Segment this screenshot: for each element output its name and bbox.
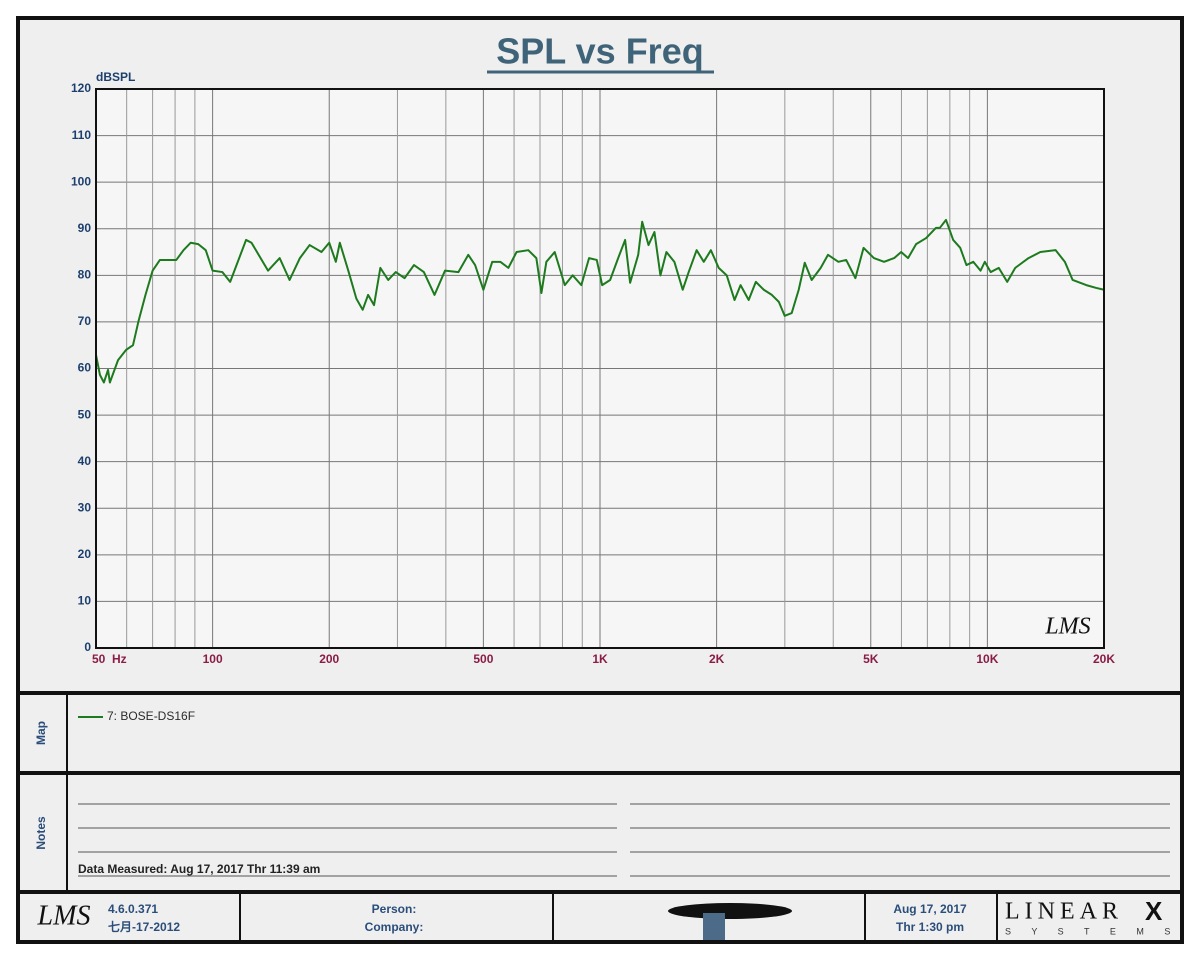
build-date: 七月-17-2012 bbox=[108, 920, 180, 934]
series-line bbox=[95, 218, 1105, 384]
legend-entry: 7: BOSE-DS16F bbox=[107, 709, 195, 723]
y-tick-label: 80 bbox=[78, 268, 92, 282]
footer-time: Thr 1:30 pm bbox=[896, 920, 964, 934]
x-tick-label: 10K bbox=[976, 652, 998, 666]
x-tick-label: 50 Hz bbox=[92, 652, 127, 666]
redaction bbox=[668, 903, 792, 919]
brand: LINEAR bbox=[1005, 899, 1123, 925]
y-tick-label: 120 bbox=[71, 81, 91, 95]
x-tick-label: 100 bbox=[203, 652, 223, 666]
footer-date: Aug 17, 2017 bbox=[893, 902, 967, 916]
plot-border bbox=[95, 88, 1105, 649]
data-measured: Data Measured: Aug 17, 2017 Thr 11:39 am bbox=[78, 862, 320, 876]
footer-logo: LMS bbox=[37, 900, 91, 931]
y-tick-label: 40 bbox=[78, 454, 92, 468]
person: Person: bbox=[372, 902, 417, 916]
brand-x: X bbox=[1145, 896, 1163, 926]
y-tick-label: 10 bbox=[78, 594, 92, 608]
map-label: Map bbox=[34, 721, 48, 745]
y-tick-label: 60 bbox=[78, 361, 92, 375]
redaction bbox=[703, 913, 725, 940]
y-tick-label: 110 bbox=[72, 128, 92, 142]
watermark: LMS bbox=[1044, 614, 1090, 640]
brand-sub: S Y S T E M S bbox=[1005, 926, 1179, 936]
x-tick-label: 20K bbox=[1093, 652, 1115, 666]
y-tick-label: 90 bbox=[78, 221, 92, 235]
version: 4.6.0.371 bbox=[108, 902, 158, 916]
chart-title: SPL vs Freq bbox=[496, 31, 703, 72]
company: Company: bbox=[365, 920, 424, 934]
y-tick-label: 50 bbox=[78, 407, 92, 421]
x-tick-label: 500 bbox=[473, 652, 493, 666]
y-tick-label: 70 bbox=[78, 314, 92, 328]
y-tick-label: 20 bbox=[78, 547, 92, 561]
y-axis-label: dBSPL bbox=[96, 70, 135, 84]
x-tick-label: 2K bbox=[709, 652, 725, 666]
x-tick-label: 1K bbox=[592, 652, 608, 666]
y-tick-label: 0 bbox=[84, 640, 91, 654]
note-lines bbox=[78, 803, 1170, 877]
y-tick-label: 30 bbox=[78, 500, 92, 514]
x-tick-label: 200 bbox=[319, 652, 339, 666]
notes-label: Notes bbox=[34, 816, 48, 850]
x-tick-label: 5K bbox=[863, 652, 879, 666]
y-tick-label: 100 bbox=[71, 174, 91, 188]
